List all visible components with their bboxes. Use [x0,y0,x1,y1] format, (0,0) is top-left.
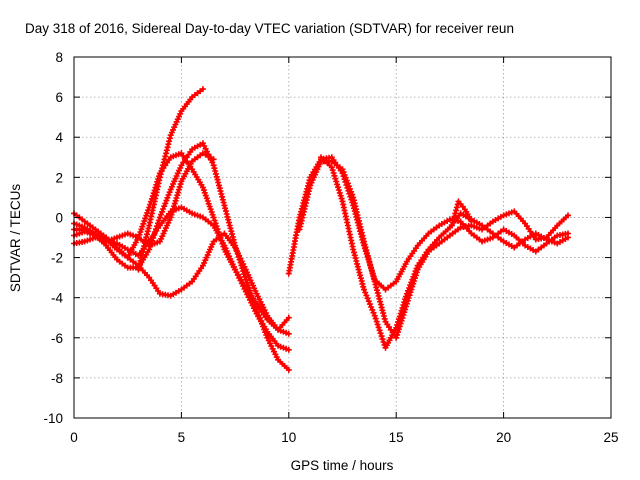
data-point-markers [71,204,292,353]
data-series-arc-6 [71,150,217,249]
x-tick-label: 10 [281,430,296,445]
data-point-markers [449,198,475,229]
y-tick-label: 6 [55,90,63,105]
y-tick-label: -10 [43,411,63,426]
data-series-group [71,86,571,373]
x-tick-label: 15 [389,430,404,445]
grid [74,57,611,418]
x-tick-label: 20 [496,430,511,445]
data-point-markers [135,86,206,273]
y-tick-label: 2 [55,170,63,185]
y-tick-label: 0 [55,210,63,225]
data-series-arc-3 [71,204,292,353]
series-line [72,205,291,352]
chart-title: Day 318 of 2016, Sidereal Day-to-day VTE… [25,21,514,36]
y-tick-label: 4 [55,130,63,145]
x-tick-label: 0 [70,430,78,445]
data-point-markers [71,150,217,249]
data-series-arc-5 [135,86,206,273]
y-tick-label: -6 [51,331,63,346]
y-tick-label: -8 [51,371,63,386]
plot-frame [73,56,612,419]
y-axis-ticks: -10 -8 -6 -4 -2 0 2 4 6 8 [43,50,611,426]
y-tick-label: -4 [51,291,63,306]
x-tick-label: 25 [603,430,618,445]
series-line [319,155,570,350]
x-axis-ticks: 0 5 10 15 20 25 [70,57,619,445]
x-axis-label: GPS time / hours [291,458,394,473]
data-point-markers [285,154,571,293]
data-series-arc-10 [449,198,475,229]
y-tick-label: 8 [55,50,63,65]
y-tick-label: -2 [51,251,63,266]
x-tick-label: 5 [178,430,186,445]
data-series-arc-7 [285,154,571,293]
y-axis-label: SDTVAR / TECUs [8,184,23,293]
